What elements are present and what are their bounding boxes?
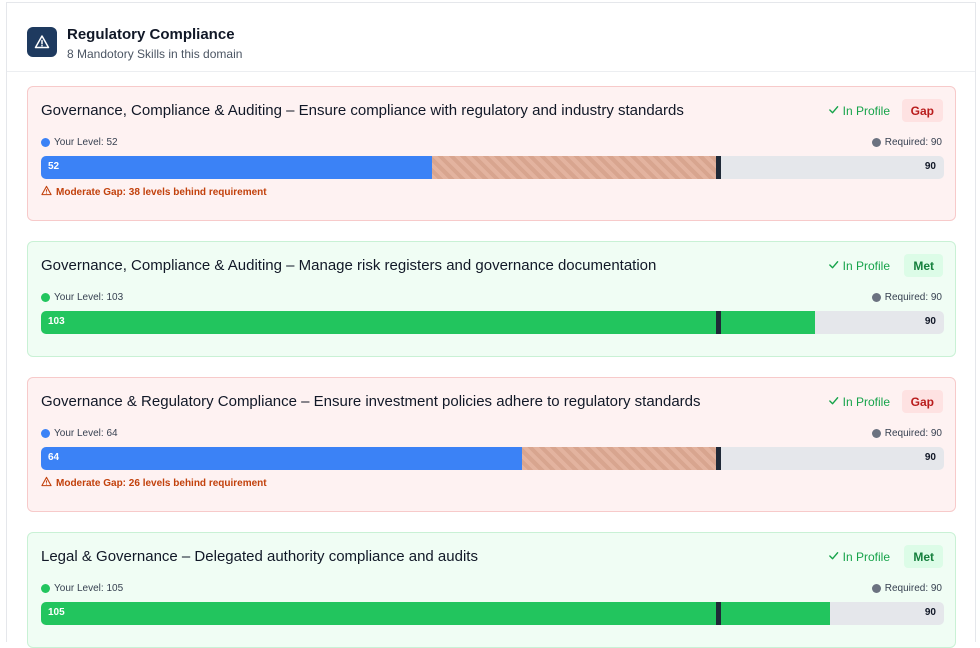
domain-subtitle: 8 Mandotory Skills in this domain	[67, 47, 243, 61]
check-icon	[828, 550, 839, 564]
required-label: Required: 90	[884, 292, 942, 303]
your-level-label: Your Level: 52	[54, 137, 118, 148]
your-level-label: Your Level: 103	[54, 292, 124, 303]
required-dot	[871, 429, 881, 438]
your-level-dot	[41, 293, 50, 302]
skill-title: Governance, Compliance & Auditing – Ensu…	[41, 102, 684, 119]
in-profile-label: In Profile	[842, 104, 890, 118]
in-profile-indicator: In Profile	[828, 259, 890, 273]
warning-icon	[41, 185, 52, 199]
gap-message-text: Moderate Gap: 26 levels behind requireme…	[56, 477, 267, 489]
in-profile-label: In Profile	[842, 550, 890, 564]
warning-icon	[41, 476, 52, 490]
in-profile-indicator: In Profile	[828, 395, 890, 409]
bar-level-value: 105	[48, 607, 65, 618]
required-marker	[716, 311, 721, 334]
your-level-dot	[41, 138, 50, 147]
skill-title: Governance, Compliance & Auditing – Mana…	[41, 257, 657, 274]
regulatory-compliance-panel: Regulatory Compliance 8 Mandotory Skills…	[6, 2, 976, 648]
required-label: Required: 90	[884, 137, 942, 148]
bar-required-value: 90	[924, 452, 936, 463]
check-icon	[828, 259, 839, 273]
status-badge: Gap	[901, 99, 943, 122]
required-marker	[716, 447, 721, 470]
status-badge: Met	[904, 254, 943, 277]
status-badge: Gap	[901, 390, 943, 413]
gap-hatch	[432, 156, 717, 179]
in-profile-label: In Profile	[842, 395, 890, 409]
your-level-dot	[41, 584, 50, 593]
bar-required-value: 90	[924, 316, 936, 327]
required-marker	[716, 602, 721, 625]
gap-message-text: Moderate Gap: 38 levels behind requireme…	[56, 186, 267, 198]
bar-level-value: 52	[48, 161, 60, 172]
gap-message: Moderate Gap: 38 levels behind requireme…	[41, 185, 267, 199]
level-fill	[41, 447, 522, 470]
your-level-label: Your Level: 105	[54, 583, 124, 594]
required-dot	[871, 584, 881, 593]
skill-title: Governance & Regulatory Compliance – Ens…	[41, 393, 701, 410]
required-marker	[716, 156, 721, 179]
level-progress-bar: 105 90	[41, 602, 944, 625]
check-icon	[828, 104, 839, 118]
in-profile-label: In Profile	[842, 259, 890, 273]
skill-card[interactable]: Governance, Compliance & Auditing – Mana…	[27, 241, 956, 357]
in-profile-indicator: In Profile	[828, 104, 890, 118]
skill-title: Legal & Governance – Delegated authority…	[41, 548, 478, 565]
required-label: Required: 90	[884, 428, 942, 439]
bar-required-value: 90	[924, 161, 936, 172]
required-dot	[871, 293, 881, 302]
domain-title: Regulatory Compliance	[67, 26, 235, 43]
level-fill	[41, 156, 432, 179]
skill-card[interactable]: Legal & Governance – Delegated authority…	[27, 532, 956, 648]
level-fill	[41, 602, 830, 625]
level-fill	[41, 311, 815, 334]
bar-level-value: 64	[48, 452, 60, 463]
skill-card[interactable]: Governance & Regulatory Compliance – Ens…	[27, 377, 956, 512]
warning-triangle-icon	[27, 27, 57, 57]
your-level-dot	[41, 429, 50, 438]
level-progress-bar: 103 90	[41, 311, 944, 334]
your-level-label: Your Level: 64	[54, 428, 118, 439]
in-profile-indicator: In Profile	[828, 550, 890, 564]
bar-required-value: 90	[924, 607, 936, 618]
gap-message: Moderate Gap: 26 levels behind requireme…	[41, 476, 267, 490]
skill-card[interactable]: Governance, Compliance & Auditing – Ensu…	[27, 86, 956, 221]
level-progress-bar: 52 90	[41, 156, 944, 179]
check-icon	[828, 395, 839, 409]
level-progress-bar: 64 90	[41, 447, 944, 470]
required-dot	[871, 138, 881, 147]
domain-header: Regulatory Compliance 8 Mandotory Skills…	[7, 3, 975, 72]
status-badge: Met	[904, 545, 943, 568]
bar-level-value: 103	[48, 316, 65, 327]
required-label: Required: 90	[884, 583, 942, 594]
gap-hatch	[522, 447, 717, 470]
